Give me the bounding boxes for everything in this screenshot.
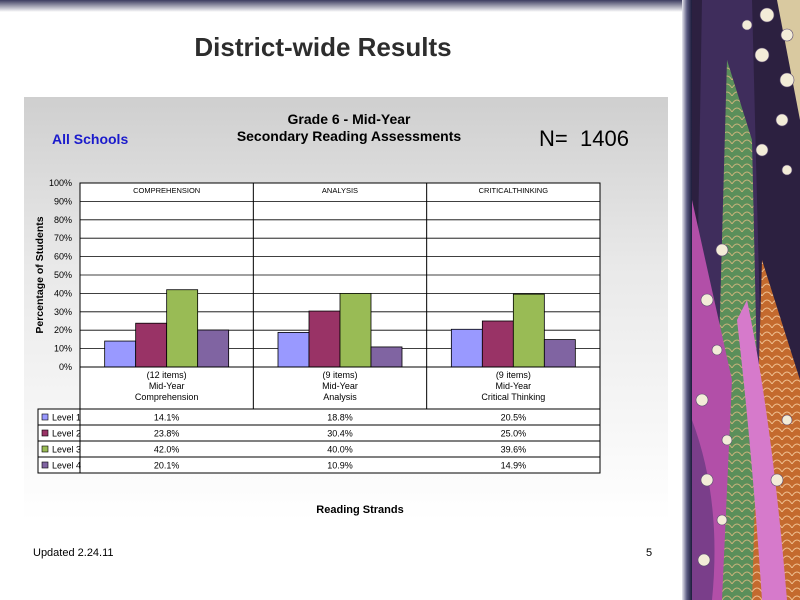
slide-top-border <box>0 0 690 12</box>
y-tick-label: 80% <box>54 215 72 225</box>
legend-label: Level 2 <box>52 429 81 439</box>
bar <box>135 322 168 368</box>
category-row <box>79 366 601 410</box>
bar <box>104 340 137 368</box>
y-tick-label: 40% <box>54 288 72 298</box>
legend-label: Level 1 <box>52 413 81 423</box>
bar <box>481 320 514 368</box>
footer-updated: Updated 2.24.11 <box>33 547 114 559</box>
panel-label: ANALYSIS <box>322 186 358 195</box>
bar <box>370 346 403 368</box>
x-category-label: Comprehension <box>135 392 199 402</box>
legend-label: Level 4 <box>52 461 81 471</box>
x-category-label: Critical Thinking <box>481 392 545 402</box>
data-label: 23.8% <box>154 429 180 439</box>
legend-swatch <box>41 461 49 469</box>
decorative-pattern-image <box>692 0 800 600</box>
data-label: 14.1% <box>154 413 180 423</box>
data-label: 40.0% <box>327 445 353 455</box>
y-tick-label: 60% <box>54 252 72 262</box>
bar <box>197 329 230 368</box>
y-tick-label: 20% <box>54 325 72 335</box>
bar <box>308 310 341 368</box>
n-value: 1406 <box>579 126 629 151</box>
page-number: 5 <box>646 547 653 559</box>
x-category-label: Mid-Year <box>322 381 358 391</box>
data-label: 39.6% <box>501 445 527 455</box>
y-axis-label: Percentage of Students <box>34 216 46 333</box>
n-count: N= 1406 <box>539 126 629 152</box>
data-label: 30.4% <box>327 429 353 439</box>
legend-label: Level 3 <box>52 445 81 455</box>
slide-right-border <box>682 0 692 600</box>
data-label: 18.8% <box>327 413 353 423</box>
x-category-label: Mid-Year <box>495 381 531 391</box>
y-tick-label: 0% <box>59 362 72 372</box>
data-label: 42.0% <box>154 445 180 455</box>
y-tick-label: 90% <box>54 196 72 206</box>
decorative-kimono-panel <box>692 0 800 600</box>
panel-label: COMPREHENSION <box>133 186 200 195</box>
x-category-label: (9 items) <box>322 370 357 380</box>
chart-area: All Schools Grade 6 - Mid-Year Secondary… <box>24 97 668 521</box>
bar <box>277 332 310 368</box>
data-label: 10.9% <box>327 461 353 471</box>
chart-title: Grade 6 - Mid-Year <box>287 111 411 127</box>
legend-swatch <box>41 413 49 421</box>
bar-chart: 0% 10% 20% 30% 40% 50% 60% 70% 80% 90% 100% COMPREH… <box>34 178 601 516</box>
x-category-label: (9 items) <box>496 370 531 380</box>
data-label: 20.5% <box>501 413 527 423</box>
x-category-label: Analysis <box>323 392 357 402</box>
slide-title: District-wide Results <box>194 32 452 62</box>
data-label: 20.1% <box>154 461 180 471</box>
y-tick-label: 70% <box>54 233 72 243</box>
bar <box>512 293 545 368</box>
y-tick-label: 10% <box>54 344 72 354</box>
y-tick-label: 30% <box>54 307 72 317</box>
table-row <box>37 456 601 474</box>
bar <box>339 292 372 368</box>
legend-swatch <box>41 429 49 437</box>
x-axis-label: Reading Strands <box>316 504 403 516</box>
legend-swatch <box>41 445 49 453</box>
scope-label: All Schools <box>52 131 129 147</box>
chart-subtitle: Secondary Reading Assessments <box>236 128 462 144</box>
panel-label: CRITICALTHINKING <box>479 186 549 195</box>
bar <box>543 339 576 368</box>
chart-title-block: Grade 6 - Mid-Year Secondary Reading Ass… <box>199 111 499 145</box>
bar <box>166 289 199 368</box>
y-tick-label: 50% <box>54 270 72 280</box>
x-category-label: (12 items) <box>147 370 187 380</box>
data-label: 25.0% <box>501 429 527 439</box>
y-tick-label: 100% <box>49 178 72 188</box>
x-category-label: Mid-Year <box>149 381 185 391</box>
bar <box>450 328 483 368</box>
n-label: N= <box>539 126 568 151</box>
data-label: 14.9% <box>501 461 527 471</box>
